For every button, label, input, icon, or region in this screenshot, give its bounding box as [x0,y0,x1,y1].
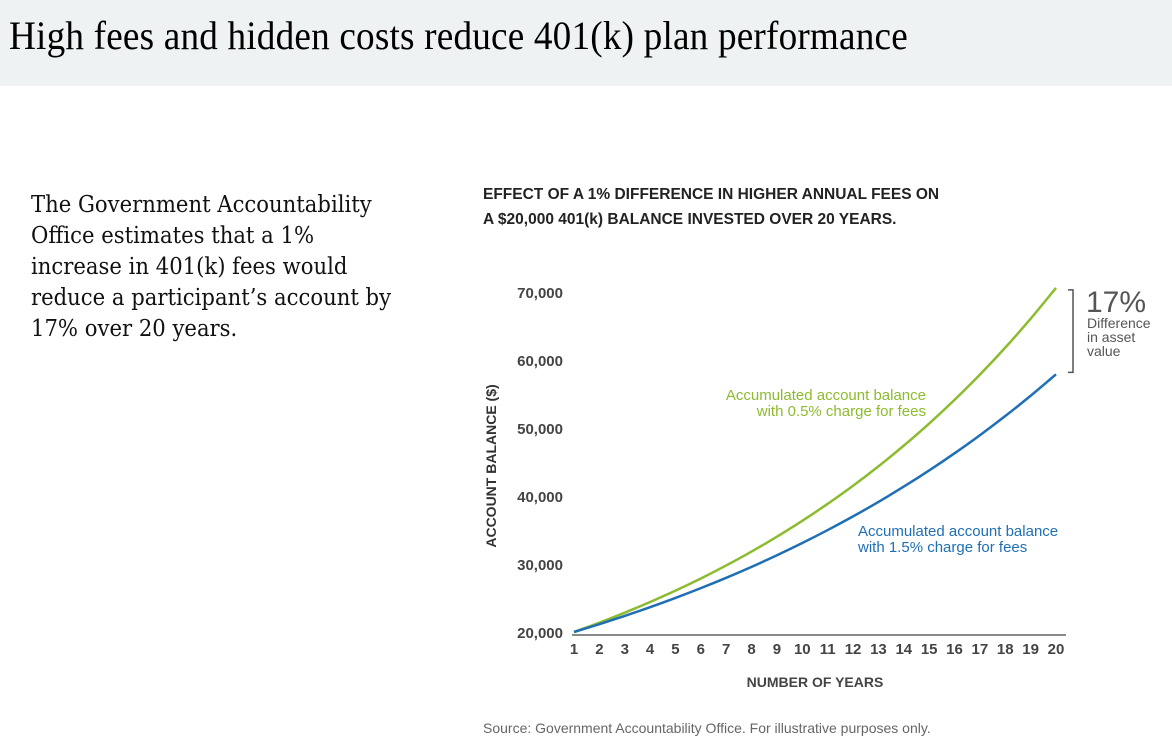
difference-caption: in asset [1087,329,1135,345]
series-label-0-5-percent: Accumulated account balance [726,387,926,404]
y-tick-label: 50,000 [517,421,563,438]
x-tick-label: 6 [697,641,705,658]
chart-title-line-1: EFFECT OF A 1% DIFFERENCE IN HIGHER ANNU… [483,186,940,203]
x-tick-label: 1 [570,641,578,658]
x-tick-label: 8 [747,641,755,658]
x-tick-label: 16 [946,641,963,658]
x-axis-ticks: 1 2 3 4 5 6 7 8 9 10 11 12 13 14 15 16 17 18 19 20 [570,641,1065,658]
x-tick-label: 4 [646,641,655,658]
y-tick-label: 40,000 [517,489,563,506]
series-label-0-5-percent: with 0.5% charge for fees [756,403,926,420]
title-bar: High fees and hidden costs reduce 401(k)… [0,0,1172,86]
x-tick-label: 20 [1048,641,1065,658]
x-tick-label: 17 [972,641,989,658]
chart-title: EFFECT OF A 1% DIFFERENCE IN HIGHER ANNU… [483,182,939,232]
y-tick-label: 70,000 [517,285,563,302]
body-text: The Government Accountability Office est… [31,192,392,342]
x-tick-label: 3 [621,641,629,658]
x-tick-label: 19 [1022,641,1039,658]
series-label-1-5-percent: with 1.5% charge for fees [857,539,1027,556]
y-tick-label: 60,000 [517,353,563,370]
y-tick-label: 30,000 [517,557,563,574]
y-axis-ticks: 20,000 30,000 40,000 50,000 60,000 70,000 [517,285,563,642]
x-tick-label: 18 [997,641,1014,658]
x-tick-label: 14 [895,641,912,658]
x-tick-label: 7 [722,641,730,658]
difference-caption: Difference [1087,315,1151,331]
x-tick-label: 11 [820,641,836,658]
slide-title: High fees and hidden costs reduce 401(k)… [9,13,908,58]
x-tick-label: 5 [671,641,679,658]
series-line-1-5-percent-fee [573,373,1057,634]
source-note: Source: Government Accountability Office… [483,720,931,736]
y-axis-label: ACCOUNT BALANCE ($) [483,384,499,547]
x-tick-label: 9 [773,641,781,658]
x-tick-label: 2 [595,641,603,658]
chart-title-line-2: A $20,000 401(k) BALANCE INVESTED OVER 2… [483,211,897,228]
x-tick-label: 12 [845,641,862,658]
x-tick-label: 10 [794,641,811,658]
series-line-0-5-percent-fee [573,287,1057,634]
y-tick-label: 20,000 [517,625,563,642]
series-label-1-5-percent: Accumulated account balance [858,523,1058,540]
x-axis-label: NUMBER OF YEARS [747,674,884,690]
x-tick-label: 13 [870,641,887,658]
difference-value: 17% [1086,286,1146,319]
difference-bracket [1068,289,1074,374]
difference-caption: value [1087,343,1121,359]
x-tick-label: 15 [921,641,938,658]
